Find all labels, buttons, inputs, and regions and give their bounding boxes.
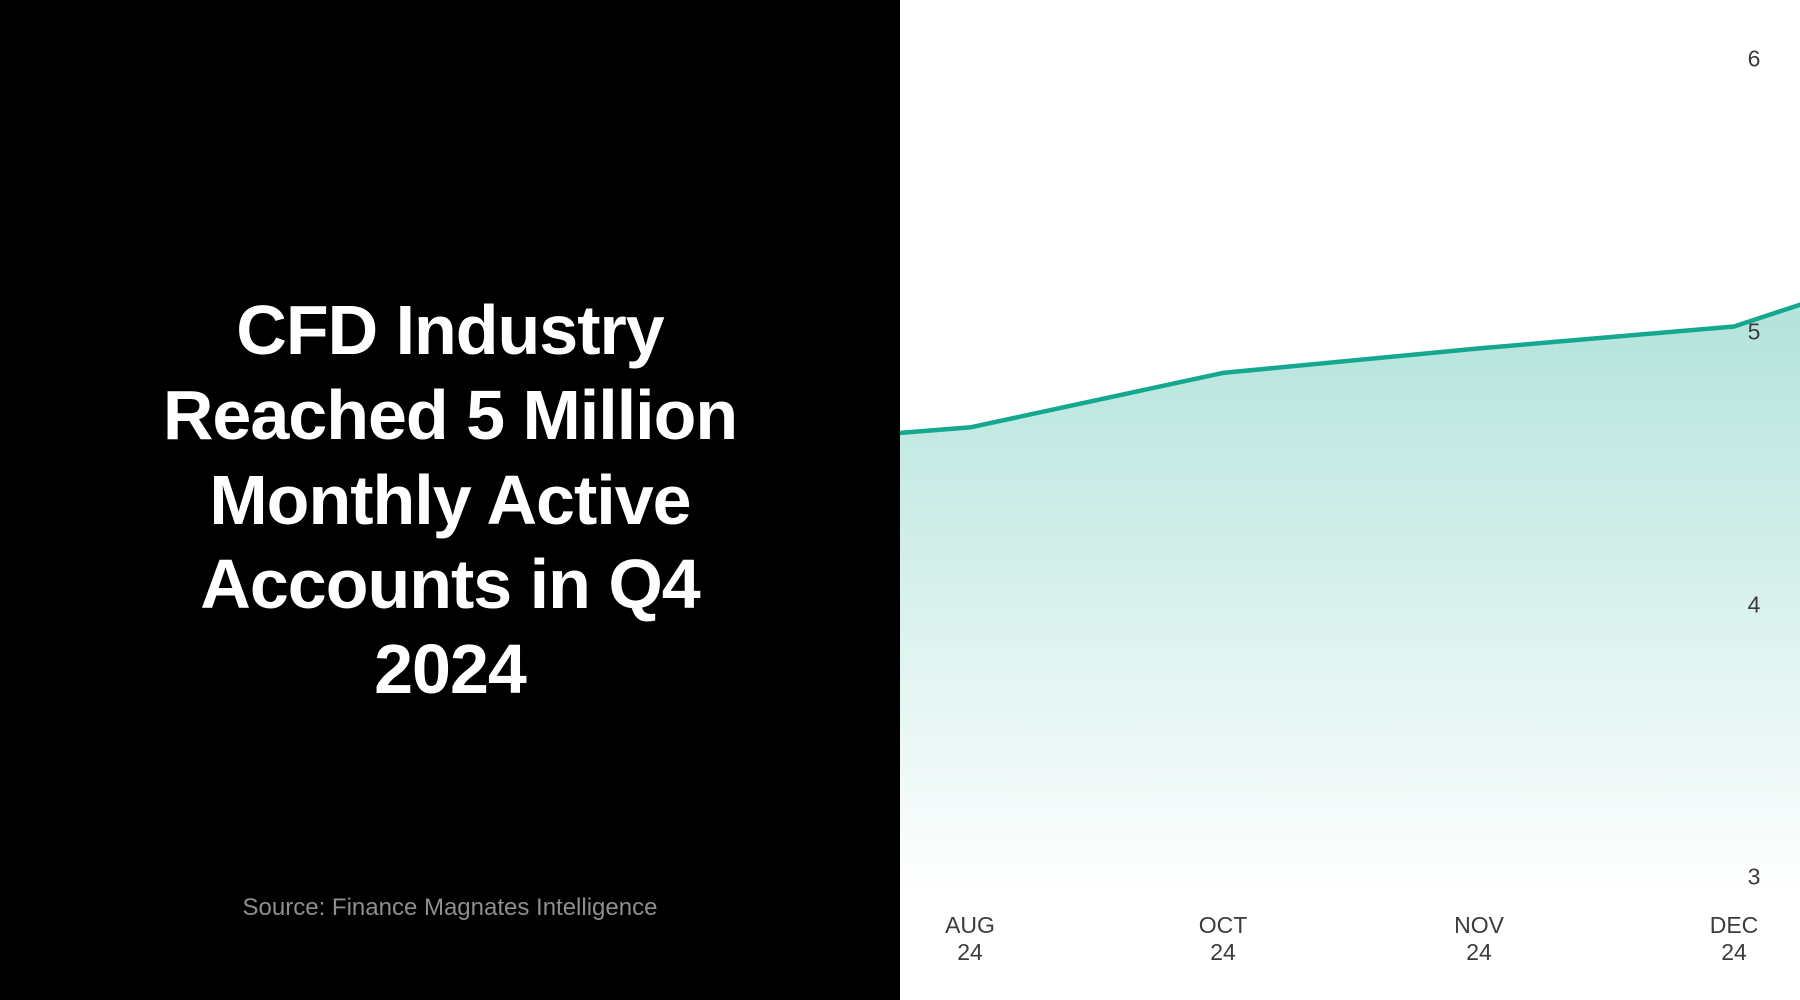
x-tick-label: DEC 24 xyxy=(1709,912,1759,965)
page-title: CFD Industry Reached 5 Million Monthly A… xyxy=(162,291,738,709)
x-tick-label: AUG 24 xyxy=(945,912,995,965)
x-tick-label: NOV 24 xyxy=(1454,912,1504,965)
title-panel: CFD Industry Reached 5 Million Monthly A… xyxy=(0,0,900,1000)
chart-line xyxy=(900,302,1800,436)
y-tick-label: 6 xyxy=(1747,45,1761,72)
source-attribution: Source: Finance Magnates Intelligence xyxy=(242,894,658,921)
chart-panel: 6 5 4 3 AUG 24 OCT 24 NOV 24 DEC 24 xyxy=(900,0,1800,1000)
x-tick-label: OCT 24 xyxy=(1198,912,1248,965)
y-tick-label: 5 xyxy=(1747,318,1761,345)
area-chart-svg xyxy=(900,302,1800,1000)
chart-area xyxy=(900,304,1800,1000)
y-tick-label: 4 xyxy=(1747,591,1761,618)
y-tick-label: 3 xyxy=(1747,863,1761,890)
